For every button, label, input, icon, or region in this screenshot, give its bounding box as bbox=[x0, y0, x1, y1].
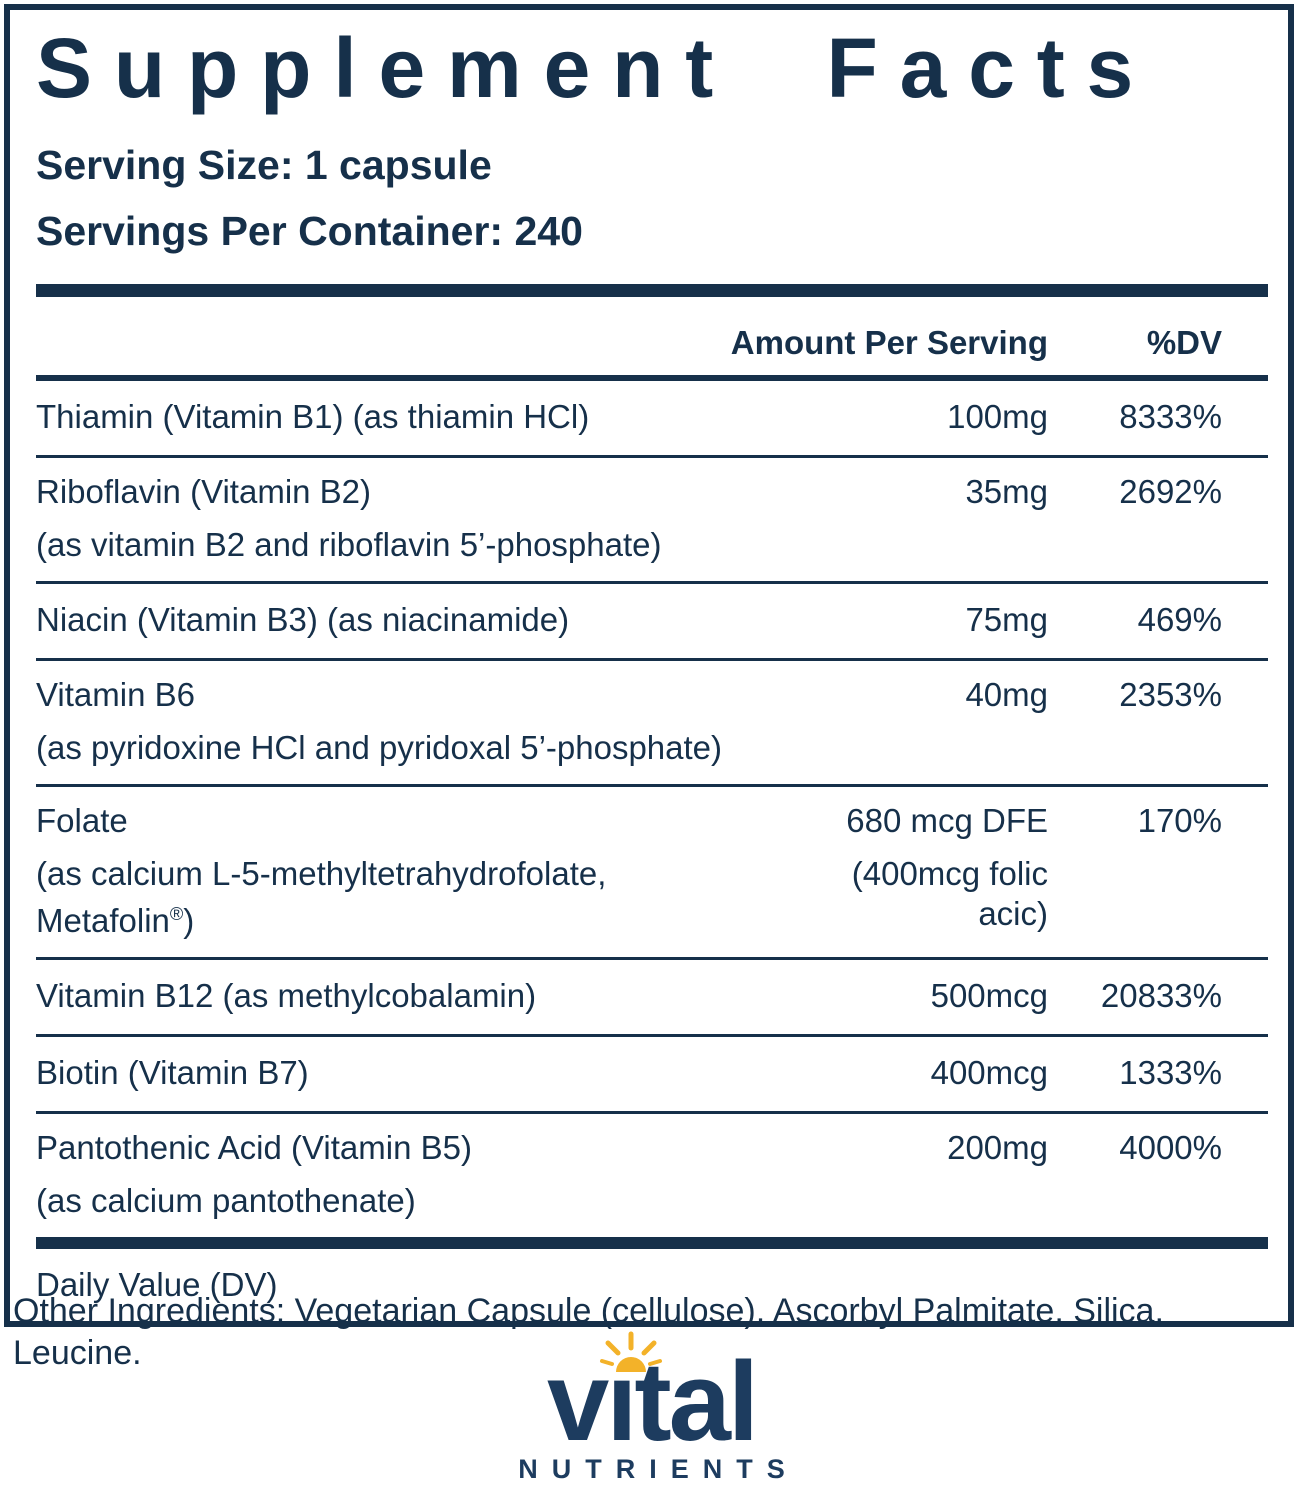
nutrient-dv: 8333% bbox=[1119, 398, 1222, 435]
nutrient-name: Vitamin B12 (as methylcobalamin) bbox=[36, 977, 537, 1014]
divider-header bbox=[36, 375, 1268, 381]
brand-subtext: NUTRIENTS bbox=[518, 1454, 799, 1484]
nutrient-amount-detail: (400mcg folic acic) bbox=[851, 855, 1048, 932]
other-ingredients: Other Ingredients: Vegetarian Capsule (c… bbox=[13, 1292, 1164, 1372]
nutrient-dv: 4000% bbox=[1119, 1129, 1222, 1166]
divider-thick-top bbox=[36, 284, 1268, 297]
nutrient-amount: 100mg bbox=[947, 398, 1048, 435]
nutrient-amount: 200mg bbox=[947, 1129, 1048, 1166]
nutrient-amount: 75mg bbox=[965, 601, 1048, 638]
nutrient-name-detail: (as pyridoxine HCl and pyridoxal 5’-phos… bbox=[36, 729, 723, 766]
column-header-amount: Amount Per Serving bbox=[730, 324, 1048, 361]
divider-thick-bottom bbox=[36, 1237, 1268, 1249]
nutrients-table: Amount Per Serving %DV Thiamin (Vitamin … bbox=[36, 297, 1268, 1321]
nutrient-dv: 2692% bbox=[1119, 473, 1222, 510]
table-header-row: Amount Per Serving %DV bbox=[36, 297, 1268, 375]
nutrient-amount: 500mcg bbox=[930, 977, 1048, 1014]
nutrient-amount: 400mcg bbox=[930, 1054, 1048, 1091]
table-row: Vitamin B12 (as methylcobalamin) 500mcg … bbox=[36, 957, 1268, 1034]
table-row: Thiamin (Vitamin B1) (as thiamin HCl) 10… bbox=[36, 381, 1268, 455]
nutrient-name: Niacin (Vitamin B3) (as niacinamide) bbox=[36, 601, 570, 638]
supplement-facts-panel: Supplement Facts Serving Size: 1 capsule… bbox=[4, 4, 1294, 1327]
serving-size: Serving Size: 1 capsule bbox=[36, 142, 492, 188]
column-header-dv: %DV bbox=[1146, 324, 1222, 361]
nutrient-amount: 680 mcg DFE bbox=[846, 802, 1048, 839]
brand-logo: vıtal NUTRIENTS bbox=[0, 1331, 1303, 1485]
nutrient-name-detail: (as vitamin B2 and riboflavin 5’-phospha… bbox=[36, 526, 662, 563]
table-row: Biotin (Vitamin B7) 400mcg 1333% bbox=[36, 1034, 1268, 1111]
nutrient-dv: 20833% bbox=[1100, 977, 1222, 1014]
panel-title: Supplement Facts bbox=[36, 21, 1156, 115]
nutrient-name: Biotin (Vitamin B7) bbox=[36, 1054, 309, 1091]
sun-icon bbox=[599, 1331, 662, 1372]
nutrient-name: Thiamin (Vitamin B1) (as thiamin HCl) bbox=[36, 398, 590, 435]
nutrient-dv: 2353% bbox=[1119, 676, 1222, 713]
nutrient-name: Riboflavin (Vitamin B2) bbox=[36, 473, 372, 510]
brand-wordmark: vıtal bbox=[547, 1331, 759, 1458]
nutrient-amount: 40mg bbox=[965, 676, 1048, 713]
nutrient-dv: 1333% bbox=[1119, 1054, 1222, 1091]
table-row: Niacin (Vitamin B3) (as niacinamide) 75m… bbox=[36, 581, 1268, 658]
nutrient-name: Pantothenic Acid (Vitamin B5) bbox=[36, 1129, 472, 1166]
nutrient-amount: 35mg bbox=[965, 473, 1048, 510]
nutrient-name-detail: (as calcium pantothenate) bbox=[36, 1182, 416, 1219]
table-row: Folate 680 mcg DFE 170% (as calcium L-5-… bbox=[36, 784, 1268, 957]
nutrient-name-detail: (as calcium L-5-methyltetrahydrofolate, … bbox=[36, 855, 607, 939]
daily-value-footnote: Daily Value (DV) bbox=[36, 1266, 278, 1303]
table-row: Vitamin B6 40mg 2353% (as pyridoxine HCl… bbox=[36, 658, 1268, 784]
table-body: Thiamin (Vitamin B1) (as thiamin HCl) 10… bbox=[36, 381, 1268, 1237]
table-row: Pantothenic Acid (Vitamin B5) 200mg 4000… bbox=[36, 1111, 1268, 1237]
nutrient-dv: 469% bbox=[1137, 601, 1222, 638]
nutrient-dv: 170% bbox=[1137, 802, 1222, 839]
nutrient-name: Folate bbox=[36, 802, 128, 839]
nutrient-name: Vitamin B6 bbox=[36, 676, 195, 713]
table-row: Riboflavin (Vitamin B2) 35mg 2692% (as v… bbox=[36, 455, 1268, 581]
servings-per-container: Servings Per Container: 240 bbox=[36, 208, 583, 254]
